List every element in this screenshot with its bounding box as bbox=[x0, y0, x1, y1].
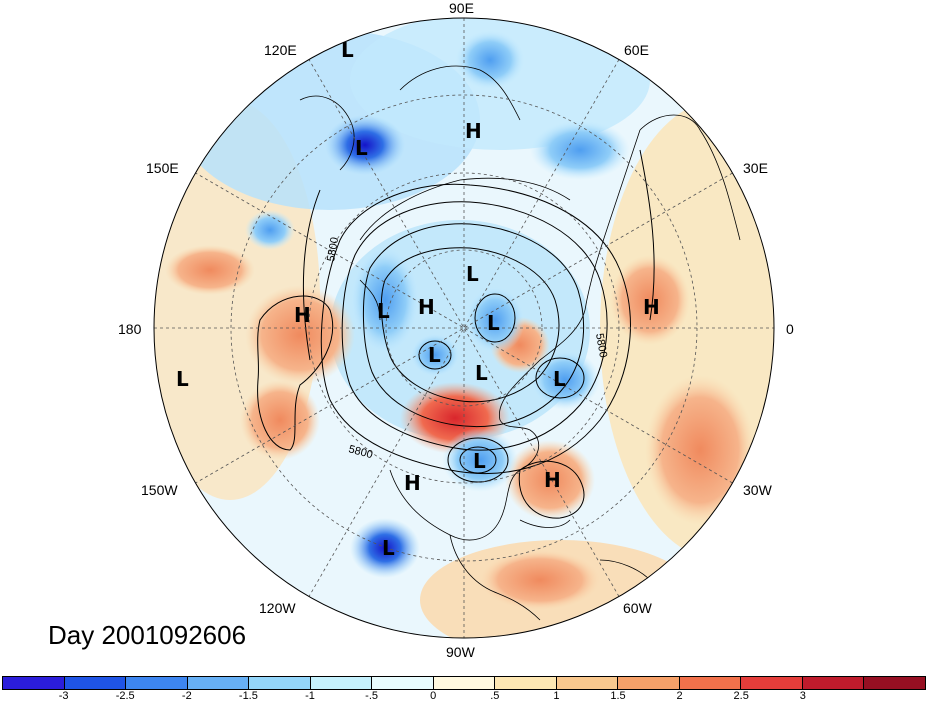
pressure-system-marker: L bbox=[176, 367, 189, 391]
colorbar-box bbox=[864, 677, 925, 689]
colorbar bbox=[2, 676, 926, 690]
colorbar-tick-label: .5 bbox=[490, 690, 500, 702]
longitude-label-90w: 90W bbox=[446, 644, 475, 660]
pressure-system-marker: L bbox=[553, 367, 566, 391]
longitude-label-120w: 120W bbox=[259, 600, 296, 616]
colorbar-tick-label: 3 bbox=[799, 690, 806, 702]
colorbar-tick-label: -2 bbox=[181, 690, 192, 702]
longitude-label-30w: 30W bbox=[743, 482, 772, 498]
graticule bbox=[154, 18, 774, 638]
map-boundary bbox=[153, 17, 775, 639]
colorbar-box bbox=[3, 677, 65, 689]
colorbar-box bbox=[126, 677, 188, 689]
colorbar-tick-label: -1.5 bbox=[238, 690, 258, 702]
colorbar-box bbox=[310, 677, 373, 689]
colorbar-tick-label: -2.5 bbox=[115, 690, 135, 702]
coastlines bbox=[299, 65, 741, 621]
pressure-system-marker: L bbox=[475, 361, 488, 385]
colorbar-box bbox=[618, 677, 680, 689]
pressure-system-marker: H bbox=[544, 468, 561, 492]
height-contours bbox=[257, 149, 655, 519]
colorbar-box bbox=[495, 677, 557, 689]
anomaly-field bbox=[154, 18, 774, 638]
longitude-label-180: 180 bbox=[118, 321, 142, 337]
colorbar-tick-label: 2 bbox=[676, 690, 683, 702]
colorbar-tick-label: -3 bbox=[58, 690, 69, 702]
colorbar-box bbox=[372, 677, 434, 689]
colorbar-box bbox=[433, 677, 496, 689]
colorbar-tick-label: 1.5 bbox=[610, 690, 626, 702]
pressure-system-marker: L bbox=[377, 299, 390, 323]
longitude-label-0: 0 bbox=[786, 321, 794, 337]
date-label: Day 2001092606 bbox=[48, 620, 247, 650]
pressure-system-marker: L bbox=[341, 38, 354, 62]
colorbar-box bbox=[679, 677, 742, 689]
pressure-system-marker: L bbox=[428, 343, 441, 367]
pressure-system-marker: L bbox=[382, 536, 395, 560]
pressure-system-marker: L bbox=[355, 136, 368, 160]
pressure-system-marker: L bbox=[466, 262, 479, 286]
longitude-label-120e: 120E bbox=[264, 42, 297, 58]
longitude-label-30e: 30E bbox=[743, 160, 768, 176]
colorbar-tick-label: 2.5 bbox=[733, 690, 749, 702]
colorbar-box bbox=[802, 677, 865, 689]
colorbar-tick-label: -1 bbox=[305, 690, 315, 702]
pressure-system-marker: H bbox=[465, 119, 482, 143]
longitude-label-60e: 60E bbox=[624, 42, 649, 58]
longitude-label-150w: 150W bbox=[141, 482, 178, 498]
pressure-system-marker: L bbox=[487, 311, 500, 335]
colorbar-tick-label: 1 bbox=[553, 690, 560, 702]
pressure-system-markers: L H L H L H L L L L H L L L H H L H bbox=[176, 38, 660, 560]
pressure-system-marker: H bbox=[404, 471, 421, 495]
colorbar-tick-label: -.5 bbox=[365, 690, 379, 702]
colorbar-box bbox=[187, 677, 250, 689]
pressure-system-marker: L bbox=[473, 449, 486, 473]
pressure-system-marker: H bbox=[294, 303, 311, 327]
longitude-label-90e: 90E bbox=[449, 0, 474, 16]
colorbar-box bbox=[64, 677, 127, 689]
pressure-system-marker: H bbox=[643, 295, 660, 319]
longitude-label-60w: 60W bbox=[623, 600, 652, 616]
colorbar-tick-label: 0 bbox=[430, 690, 437, 702]
colorbar-box bbox=[249, 677, 311, 689]
pressure-system-marker: H bbox=[418, 295, 435, 319]
contour-label: 5800 bbox=[325, 236, 341, 262]
contour-label: 5800 bbox=[593, 332, 609, 358]
longitude-label-150e: 150E bbox=[146, 160, 179, 176]
colorbar-box bbox=[741, 677, 803, 689]
colorbar-box bbox=[556, 677, 619, 689]
